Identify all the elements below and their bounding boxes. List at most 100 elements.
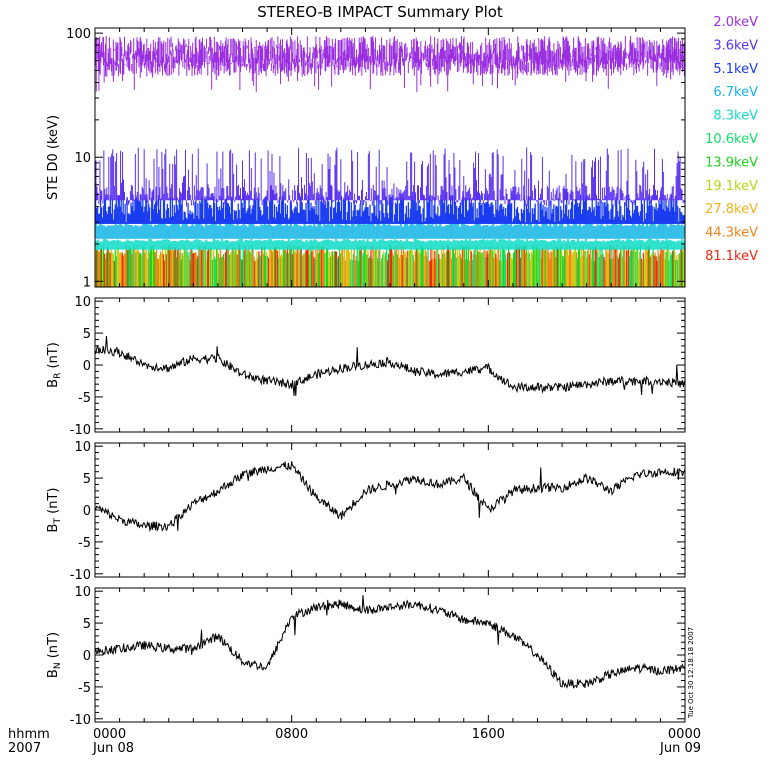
ste-bar-low [387, 260, 389, 287]
ste-bar-5kev [578, 202, 581, 224]
ste-bar-mid [582, 225, 585, 239]
ste-bar-5kev [394, 202, 397, 224]
ste-bar-low [622, 256, 624, 287]
ste-bar-low [648, 244, 650, 287]
ste-bar-5kev [275, 206, 278, 224]
ste-bar-5kev [97, 213, 100, 224]
ste-bar-5kev [331, 196, 333, 224]
ste-bar-low [338, 247, 341, 287]
ste-bar-low [143, 247, 145, 287]
ste-bar-5kev [284, 203, 287, 224]
ste-bar-5kev [583, 200, 585, 224]
ste-bar-mid [452, 222, 456, 239]
ste-bar-low [304, 252, 306, 287]
ste-bar-5kev [401, 195, 404, 224]
ste-bar-low [210, 247, 212, 287]
ste-bar-mid [95, 240, 98, 250]
ste-bar-low [612, 258, 614, 287]
y-tick-label: -10 [70, 713, 91, 728]
ste-bar-low [231, 247, 233, 287]
ste-bar-mid [138, 226, 141, 239]
ste-bar-5kev [550, 200, 552, 224]
ste-bar-low [642, 252, 644, 287]
ste-bar-low [475, 255, 477, 287]
ste-bar-low [495, 253, 497, 287]
ste-bar-5kev [494, 217, 496, 224]
ste-bar-mid [435, 240, 438, 250]
ste-bar-low [212, 259, 214, 287]
ste-bar-5kev [128, 213, 130, 224]
ste-bar-low [448, 246, 450, 287]
ste-bar-low [283, 249, 286, 287]
legend-entry: 10.6keV [705, 132, 758, 147]
ste-bar-low [112, 254, 114, 287]
ste-bar-mid [191, 223, 194, 239]
ste-bar-mid [403, 240, 407, 250]
ste-bar-low [254, 261, 256, 287]
ste-bar-low [213, 256, 216, 287]
ste-bar-low [618, 258, 620, 287]
y-tick-label: 10 [74, 151, 91, 166]
ste-bar-low [424, 248, 426, 287]
ste-bar-5kev [183, 211, 185, 224]
ste-bar-5kev [585, 196, 587, 224]
ste-bar-low [279, 256, 282, 287]
ste-bar-low [568, 245, 571, 287]
ste-bar-mid [332, 241, 336, 250]
ste-bar-5kev [496, 209, 498, 224]
ste-bar-mid [250, 238, 253, 250]
ste-bar-5kev [248, 195, 250, 224]
ste-bar-5kev [598, 205, 600, 224]
ste-bar-low [113, 260, 115, 287]
ste-bar-5kev [303, 209, 305, 224]
ste-bar-mid [319, 223, 322, 239]
ste-bar-mid [470, 225, 473, 239]
ste-bar-mid [380, 239, 383, 250]
ste-bar-mid [498, 225, 501, 239]
ste-bar-low [229, 253, 231, 287]
ste-bar-mid [279, 240, 283, 250]
ste-bar-mid [620, 223, 623, 239]
ste-bar-5kev [432, 218, 434, 224]
ste-bar-mid [470, 240, 473, 250]
ste-bar-mid [462, 222, 466, 239]
ste-bar-mid [132, 226, 135, 239]
ste-bar-mid [633, 224, 637, 239]
ste-bar-mid [382, 238, 385, 250]
ste-bar-5kev [542, 204, 544, 224]
ste-bar-mid [431, 240, 434, 250]
ste-bar-mid [492, 223, 495, 239]
ste-bar-mid [331, 222, 334, 239]
ste-bar-low [678, 254, 680, 287]
ste-bar-mid [563, 240, 566, 250]
ste-bar-5kev [302, 209, 304, 224]
ste-bar-mid [313, 224, 316, 239]
ste-bar-low [359, 250, 361, 287]
ste-bar-5kev [301, 202, 303, 224]
ste-bar-5kev [435, 213, 437, 224]
ste-bar-5kev [273, 204, 276, 224]
ste-bar-low [496, 257, 498, 287]
ste-bar-low [339, 253, 342, 287]
ste-bar-low [401, 255, 404, 287]
ste-bar-low [382, 254, 384, 287]
ste-bar-5kev [162, 200, 165, 224]
ste-bar-5kev [232, 219, 234, 224]
y-tick-label: 5 [83, 617, 91, 632]
ste-bar-mid [474, 222, 477, 239]
ste-bar-5kev [280, 200, 283, 224]
ste-bar-mid [395, 240, 399, 250]
ste-bar-mid [240, 238, 243, 250]
ste-bar-mid [224, 223, 228, 239]
ste-bar-low [331, 251, 334, 287]
ste-bar-5kev [587, 209, 589, 224]
ste-bar-5kev [176, 205, 178, 224]
ste-bar-mid [209, 224, 212, 239]
ste-bar-mid [500, 239, 503, 250]
ste-bar-5kev [397, 221, 400, 224]
ste-bar-mid [126, 239, 129, 250]
ste-bar-mid [352, 223, 355, 239]
ste-bar-mid [299, 239, 302, 250]
ste-bar-5kev [96, 206, 99, 224]
